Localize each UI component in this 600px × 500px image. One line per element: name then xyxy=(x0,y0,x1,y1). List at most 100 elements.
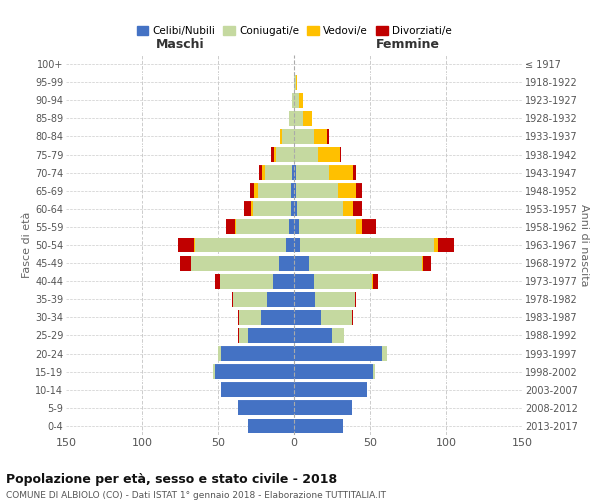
Bar xyxy=(340,147,341,162)
Bar xyxy=(294,328,332,343)
Bar xyxy=(220,274,273,288)
Bar xyxy=(315,292,355,306)
Bar xyxy=(276,147,294,162)
Bar xyxy=(254,184,257,198)
Bar xyxy=(238,310,239,325)
Bar xyxy=(329,165,353,180)
Bar xyxy=(294,93,299,108)
Bar xyxy=(259,165,262,180)
Bar xyxy=(294,256,309,270)
Bar xyxy=(280,129,282,144)
Bar xyxy=(232,292,233,306)
Bar xyxy=(294,184,296,198)
Bar xyxy=(292,93,294,108)
Bar xyxy=(214,364,215,379)
Bar xyxy=(297,202,343,216)
Bar xyxy=(291,184,294,198)
Bar xyxy=(289,111,294,126)
Bar xyxy=(353,202,362,216)
Bar xyxy=(286,238,294,252)
Bar xyxy=(248,418,294,434)
Bar xyxy=(356,220,362,234)
Y-axis label: Anni di nascita: Anni di nascita xyxy=(579,204,589,286)
Bar xyxy=(294,346,382,361)
Bar xyxy=(296,165,329,180)
Bar xyxy=(238,328,239,343)
Bar xyxy=(294,202,297,216)
Bar xyxy=(250,184,254,198)
Bar xyxy=(439,238,454,252)
Bar xyxy=(294,111,303,126)
Text: Maschi: Maschi xyxy=(155,38,205,51)
Bar xyxy=(236,220,289,234)
Bar xyxy=(294,165,296,180)
Bar xyxy=(178,238,194,252)
Bar xyxy=(328,129,329,144)
Bar xyxy=(273,274,294,288)
Bar xyxy=(215,274,220,288)
Bar xyxy=(294,147,319,162)
Bar xyxy=(265,165,292,180)
Legend: Celibi/Nubili, Coniugati/e, Vedovi/e, Divorziati/e: Celibi/Nubili, Coniugati/e, Vedovi/e, Di… xyxy=(133,22,455,40)
Bar xyxy=(314,129,328,144)
Bar xyxy=(294,364,373,379)
Bar xyxy=(371,274,373,288)
Bar xyxy=(233,292,266,306)
Text: Femmine: Femmine xyxy=(376,38,440,51)
Bar xyxy=(235,220,236,234)
Bar xyxy=(434,238,439,252)
Bar xyxy=(257,184,291,198)
Bar xyxy=(299,93,303,108)
Bar xyxy=(373,364,374,379)
Bar xyxy=(194,238,195,252)
Bar xyxy=(294,400,352,415)
Bar xyxy=(343,202,353,216)
Bar xyxy=(292,165,294,180)
Text: Popolazione per età, sesso e stato civile - 2018: Popolazione per età, sesso e stato civil… xyxy=(6,472,337,486)
Bar xyxy=(355,292,356,306)
Bar xyxy=(248,328,294,343)
Bar xyxy=(294,292,315,306)
Bar xyxy=(226,220,235,234)
Text: COMUNE DI ALBIOLO (CO) - Dati ISTAT 1° gennaio 2018 - Elaborazione TUTTITALIA.IT: COMUNE DI ALBIOLO (CO) - Dati ISTAT 1° g… xyxy=(6,491,386,500)
Bar xyxy=(262,165,265,180)
Bar xyxy=(294,418,343,434)
Bar xyxy=(300,238,434,252)
Bar xyxy=(296,184,338,198)
Bar xyxy=(299,220,356,234)
Bar xyxy=(294,220,299,234)
Bar xyxy=(215,364,294,379)
Bar xyxy=(294,310,322,325)
Bar xyxy=(338,184,356,198)
Bar xyxy=(274,147,276,162)
Bar xyxy=(239,328,248,343)
Bar xyxy=(180,256,191,270)
Bar xyxy=(322,310,352,325)
Bar xyxy=(260,310,294,325)
Bar xyxy=(282,129,294,144)
Y-axis label: Fasce di età: Fasce di età xyxy=(22,212,32,278)
Bar xyxy=(191,256,279,270)
Bar xyxy=(239,310,260,325)
Bar xyxy=(356,184,362,198)
Bar xyxy=(294,238,300,252)
Bar xyxy=(352,310,353,325)
Bar xyxy=(244,202,251,216)
Bar xyxy=(291,202,294,216)
Bar xyxy=(362,220,376,234)
Bar xyxy=(294,382,367,397)
Bar xyxy=(314,274,371,288)
Bar xyxy=(319,147,340,162)
Bar xyxy=(382,346,387,361)
Bar xyxy=(296,74,297,90)
Bar xyxy=(294,129,314,144)
Bar xyxy=(294,74,296,90)
Bar xyxy=(221,382,294,397)
Bar xyxy=(423,256,431,270)
Bar xyxy=(238,400,294,415)
Bar xyxy=(266,292,294,306)
Bar xyxy=(218,346,221,361)
Bar xyxy=(294,274,314,288)
Bar xyxy=(195,238,286,252)
Bar xyxy=(422,256,423,270)
